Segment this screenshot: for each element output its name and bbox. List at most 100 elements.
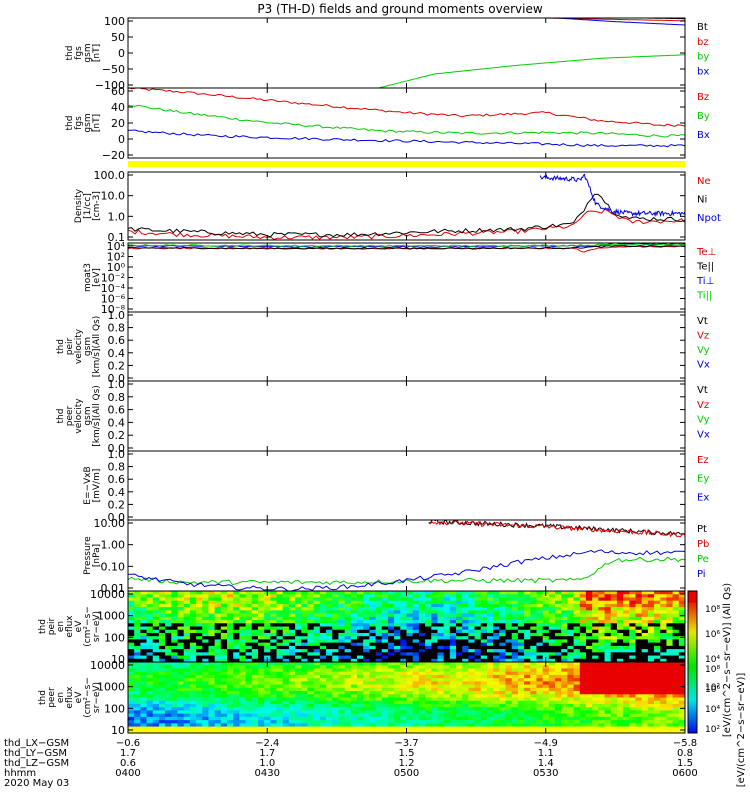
spectro-cell: [251, 594, 259, 598]
spectro-cell: [257, 707, 265, 711]
spectro-cell: [350, 642, 358, 647]
spectro-cell: [202, 716, 209, 721]
spectro-cell: [666, 591, 674, 595]
spectro-cell: [635, 681, 643, 686]
spectro-cell: [486, 694, 494, 698]
spectro-cell: [480, 649, 488, 653]
spectro-cell: [592, 681, 599, 686]
spectro-cell: [183, 603, 191, 608]
spectro-cell: [313, 632, 321, 637]
spectro-cell: [406, 626, 414, 631]
spectro-cell: [418, 665, 426, 669]
spectro-cell: [579, 684, 587, 689]
spectro-cell: [530, 723, 537, 728]
spectro-cell: [548, 720, 556, 724]
spectro-cell: [660, 678, 667, 682]
spectro-cell: [425, 707, 432, 711]
spectro-cell: [146, 710, 154, 715]
spectro-cell: [177, 726, 185, 731]
spectro-cell: [394, 726, 401, 731]
spectro-cell: [561, 662, 568, 666]
spectro-cell: [276, 600, 284, 605]
x-axis-row-label: thd_LZ−GSM: [4, 758, 69, 769]
spectro-cell: [654, 665, 661, 669]
spectro-cell: [672, 710, 680, 715]
spectro-cell: [344, 632, 352, 637]
spectro-cell: [307, 665, 315, 669]
spectro-cell: [412, 726, 420, 731]
spectro-cell: [375, 597, 383, 602]
spectro-cell: [530, 710, 537, 715]
spectro-cell: [301, 694, 308, 698]
spectro-cell: [666, 655, 674, 660]
spectro-cell: [412, 668, 420, 673]
legend-bx: bx: [697, 66, 709, 77]
spectro-cell: [647, 707, 655, 711]
spectro-cell: [301, 681, 308, 686]
spectro-cell: [610, 591, 618, 595]
spectro-cell: [616, 616, 624, 621]
spectro-cell: [183, 703, 191, 708]
spectro-cell: [264, 652, 271, 657]
spectro-cell: [678, 636, 685, 640]
spectro-cell: [165, 639, 172, 644]
spectro-cell: [418, 639, 426, 644]
spectro-cell: [585, 620, 593, 624]
spectro-cell: [381, 600, 389, 605]
y-axis-label: thd fgs gsm [nT]: [65, 113, 102, 132]
spectro-cell: [332, 700, 339, 705]
spectro-cell: [412, 636, 420, 640]
spectro-cell: [616, 639, 624, 644]
spectro-cell: [239, 632, 247, 637]
spectro-cell: [276, 594, 284, 598]
spectro-cell: [573, 723, 581, 728]
spectro-cell: [387, 684, 395, 689]
spectro-cell: [654, 723, 661, 728]
spectro-cell: [158, 613, 166, 618]
spectro-cell: [251, 729, 259, 733]
spectro-cell: [165, 649, 172, 653]
spectro-cell: [561, 655, 568, 660]
spectro-cell: [412, 591, 420, 595]
colorbar-tick-label: 10⁴: [705, 655, 720, 665]
spectro-cell: [338, 674, 346, 679]
spectro-cell: [313, 655, 321, 660]
spectro-cell: [171, 600, 179, 605]
spectro-cell: [573, 616, 581, 621]
spectro-cell: [196, 700, 203, 705]
spectro-cell: [171, 607, 179, 611]
spectro-cell: [251, 639, 259, 644]
spectro-cell: [406, 674, 414, 679]
spectro-cell: [462, 594, 469, 598]
spectro-cell: [152, 597, 160, 602]
spectro-cell: [257, 632, 265, 637]
spectro-cell: [493, 694, 500, 698]
spectro-cell: [425, 626, 432, 631]
spectro-cell: [647, 603, 655, 608]
spectro-cell: [517, 729, 525, 733]
spectro-cell: [431, 665, 438, 669]
spectro-cell: [381, 729, 389, 733]
spectro-cell: [387, 703, 395, 708]
spectro-cell: [610, 716, 618, 721]
spectro-cell: [604, 591, 612, 595]
spectro-cell: [604, 681, 612, 686]
spectro-cell: [356, 662, 364, 666]
spectro-cell: [462, 662, 469, 666]
spectro-cell: [641, 603, 649, 608]
spectro-cell: [505, 629, 513, 634]
spectro-cell: [251, 674, 259, 679]
spectro-cell: [555, 726, 562, 731]
series-Ni: [128, 193, 685, 238]
spectro-cell: [493, 620, 500, 624]
spectro-cell: [604, 594, 612, 598]
spectro-cell: [406, 652, 414, 657]
spectro-cell: [288, 613, 296, 618]
spectro-cell: [301, 594, 308, 598]
spectro-cell: [505, 613, 513, 618]
spectro-cell: [623, 639, 630, 644]
spectro-cell: [647, 697, 655, 702]
spectro-cell: [592, 639, 599, 644]
spectro-cell: [387, 716, 395, 721]
